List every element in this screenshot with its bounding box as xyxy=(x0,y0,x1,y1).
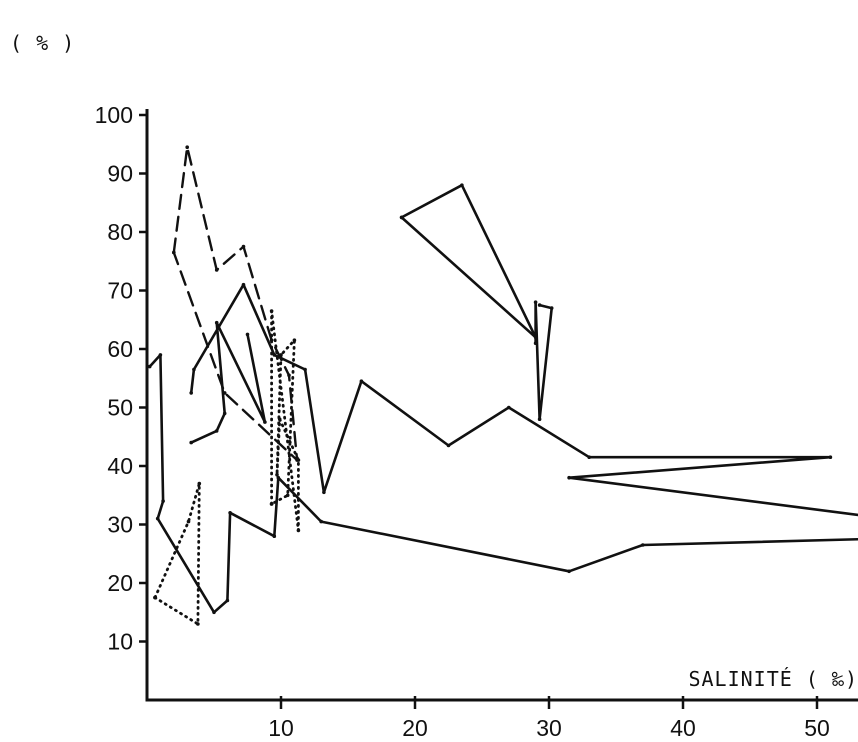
y-tick-label: 50 xyxy=(107,395,133,421)
data-point xyxy=(287,373,291,378)
series-line-dotted-8 xyxy=(270,309,300,532)
data-point xyxy=(158,353,163,357)
y-tick-label: 80 xyxy=(107,219,133,245)
data-point xyxy=(277,417,282,422)
data-point xyxy=(641,543,645,547)
data-point xyxy=(322,490,326,495)
data-point xyxy=(587,455,591,460)
x-ticks: 10 20 30 40 50 xyxy=(268,696,830,741)
data-point xyxy=(241,282,246,287)
series-line-solid-1 xyxy=(148,353,858,614)
series-layer xyxy=(147,145,858,626)
data-point xyxy=(192,367,196,372)
data-point xyxy=(222,411,227,416)
data-point xyxy=(296,458,301,462)
data-point xyxy=(155,516,160,521)
y-tick-label: 20 xyxy=(107,570,133,596)
data-point xyxy=(212,610,216,615)
data-point xyxy=(269,309,274,313)
data-point xyxy=(537,417,542,422)
data-point xyxy=(533,300,538,305)
x-tick-label: 50 xyxy=(804,715,830,741)
data-point xyxy=(214,320,219,325)
x-tick-label: 10 xyxy=(268,715,294,741)
x-tick-label: 40 xyxy=(670,715,696,741)
data-point xyxy=(161,499,165,503)
chart-axes xyxy=(145,109,858,702)
x-axis-title: SALINITÉ ( ‰) xyxy=(688,667,858,691)
data-point xyxy=(228,511,232,515)
y-tick-label: 30 xyxy=(107,512,133,538)
y-tick-label: 60 xyxy=(107,336,133,362)
data-point xyxy=(446,443,451,448)
data-point xyxy=(272,534,277,538)
data-point xyxy=(196,622,200,626)
data-point xyxy=(225,598,230,603)
x-tick-label: 30 xyxy=(536,715,562,741)
y-axis-title: ( % ) xyxy=(10,31,75,55)
series-line-solid-3 xyxy=(189,321,267,444)
data-point xyxy=(147,364,152,369)
series-line-dashed-6 xyxy=(172,146,299,462)
data-point xyxy=(319,519,324,524)
data-point xyxy=(275,473,279,477)
data-point xyxy=(279,353,283,357)
series-line-solid-4 xyxy=(400,183,537,339)
data-point xyxy=(153,595,157,600)
y-tick-label: 100 xyxy=(95,102,133,128)
data-point xyxy=(269,502,274,506)
data-point xyxy=(537,303,542,307)
data-point xyxy=(222,391,227,395)
data-point xyxy=(292,338,297,343)
data-point xyxy=(567,569,571,574)
series-line-solid-5 xyxy=(534,300,553,421)
data-point xyxy=(172,250,176,255)
y-tick-label: 90 xyxy=(107,161,133,187)
data-point xyxy=(533,341,538,346)
y-tick-label: 40 xyxy=(107,453,133,479)
data-point xyxy=(399,215,404,220)
data-point xyxy=(507,405,511,410)
data-point xyxy=(285,493,290,498)
data-point xyxy=(296,528,301,533)
data-point xyxy=(197,481,202,486)
data-point xyxy=(186,519,191,524)
y-tick-label: 10 xyxy=(107,629,133,655)
data-point xyxy=(549,306,554,310)
data-point xyxy=(189,391,193,395)
y-tick-label: 70 xyxy=(107,278,133,304)
data-point xyxy=(245,332,250,337)
data-point xyxy=(276,475,281,480)
data-point xyxy=(567,475,571,480)
data-point xyxy=(303,367,307,372)
y-ticks: 10 20 30 40 50 60 70 80 90 100 xyxy=(95,102,147,655)
data-point xyxy=(359,379,364,384)
data-point xyxy=(214,268,219,272)
data-point xyxy=(272,353,277,357)
data-point xyxy=(460,183,464,187)
data-point xyxy=(828,455,833,460)
data-point xyxy=(189,440,193,445)
data-point xyxy=(241,244,246,249)
data-point xyxy=(214,429,219,433)
data-point xyxy=(185,145,189,149)
x-tick-label: 20 xyxy=(402,715,428,741)
data-point xyxy=(263,420,267,424)
